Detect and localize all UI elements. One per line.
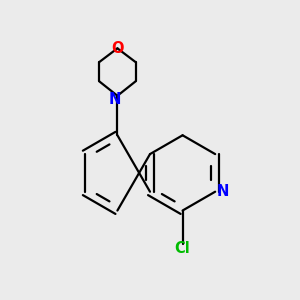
Text: Cl: Cl xyxy=(175,241,190,256)
Text: O: O xyxy=(111,41,124,56)
Text: N: N xyxy=(109,92,121,106)
Text: N: N xyxy=(216,184,229,199)
